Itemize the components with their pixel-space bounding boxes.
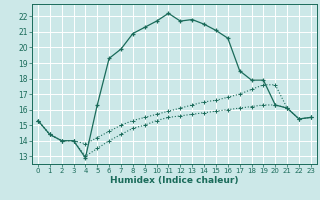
- X-axis label: Humidex (Indice chaleur): Humidex (Indice chaleur): [110, 176, 239, 185]
